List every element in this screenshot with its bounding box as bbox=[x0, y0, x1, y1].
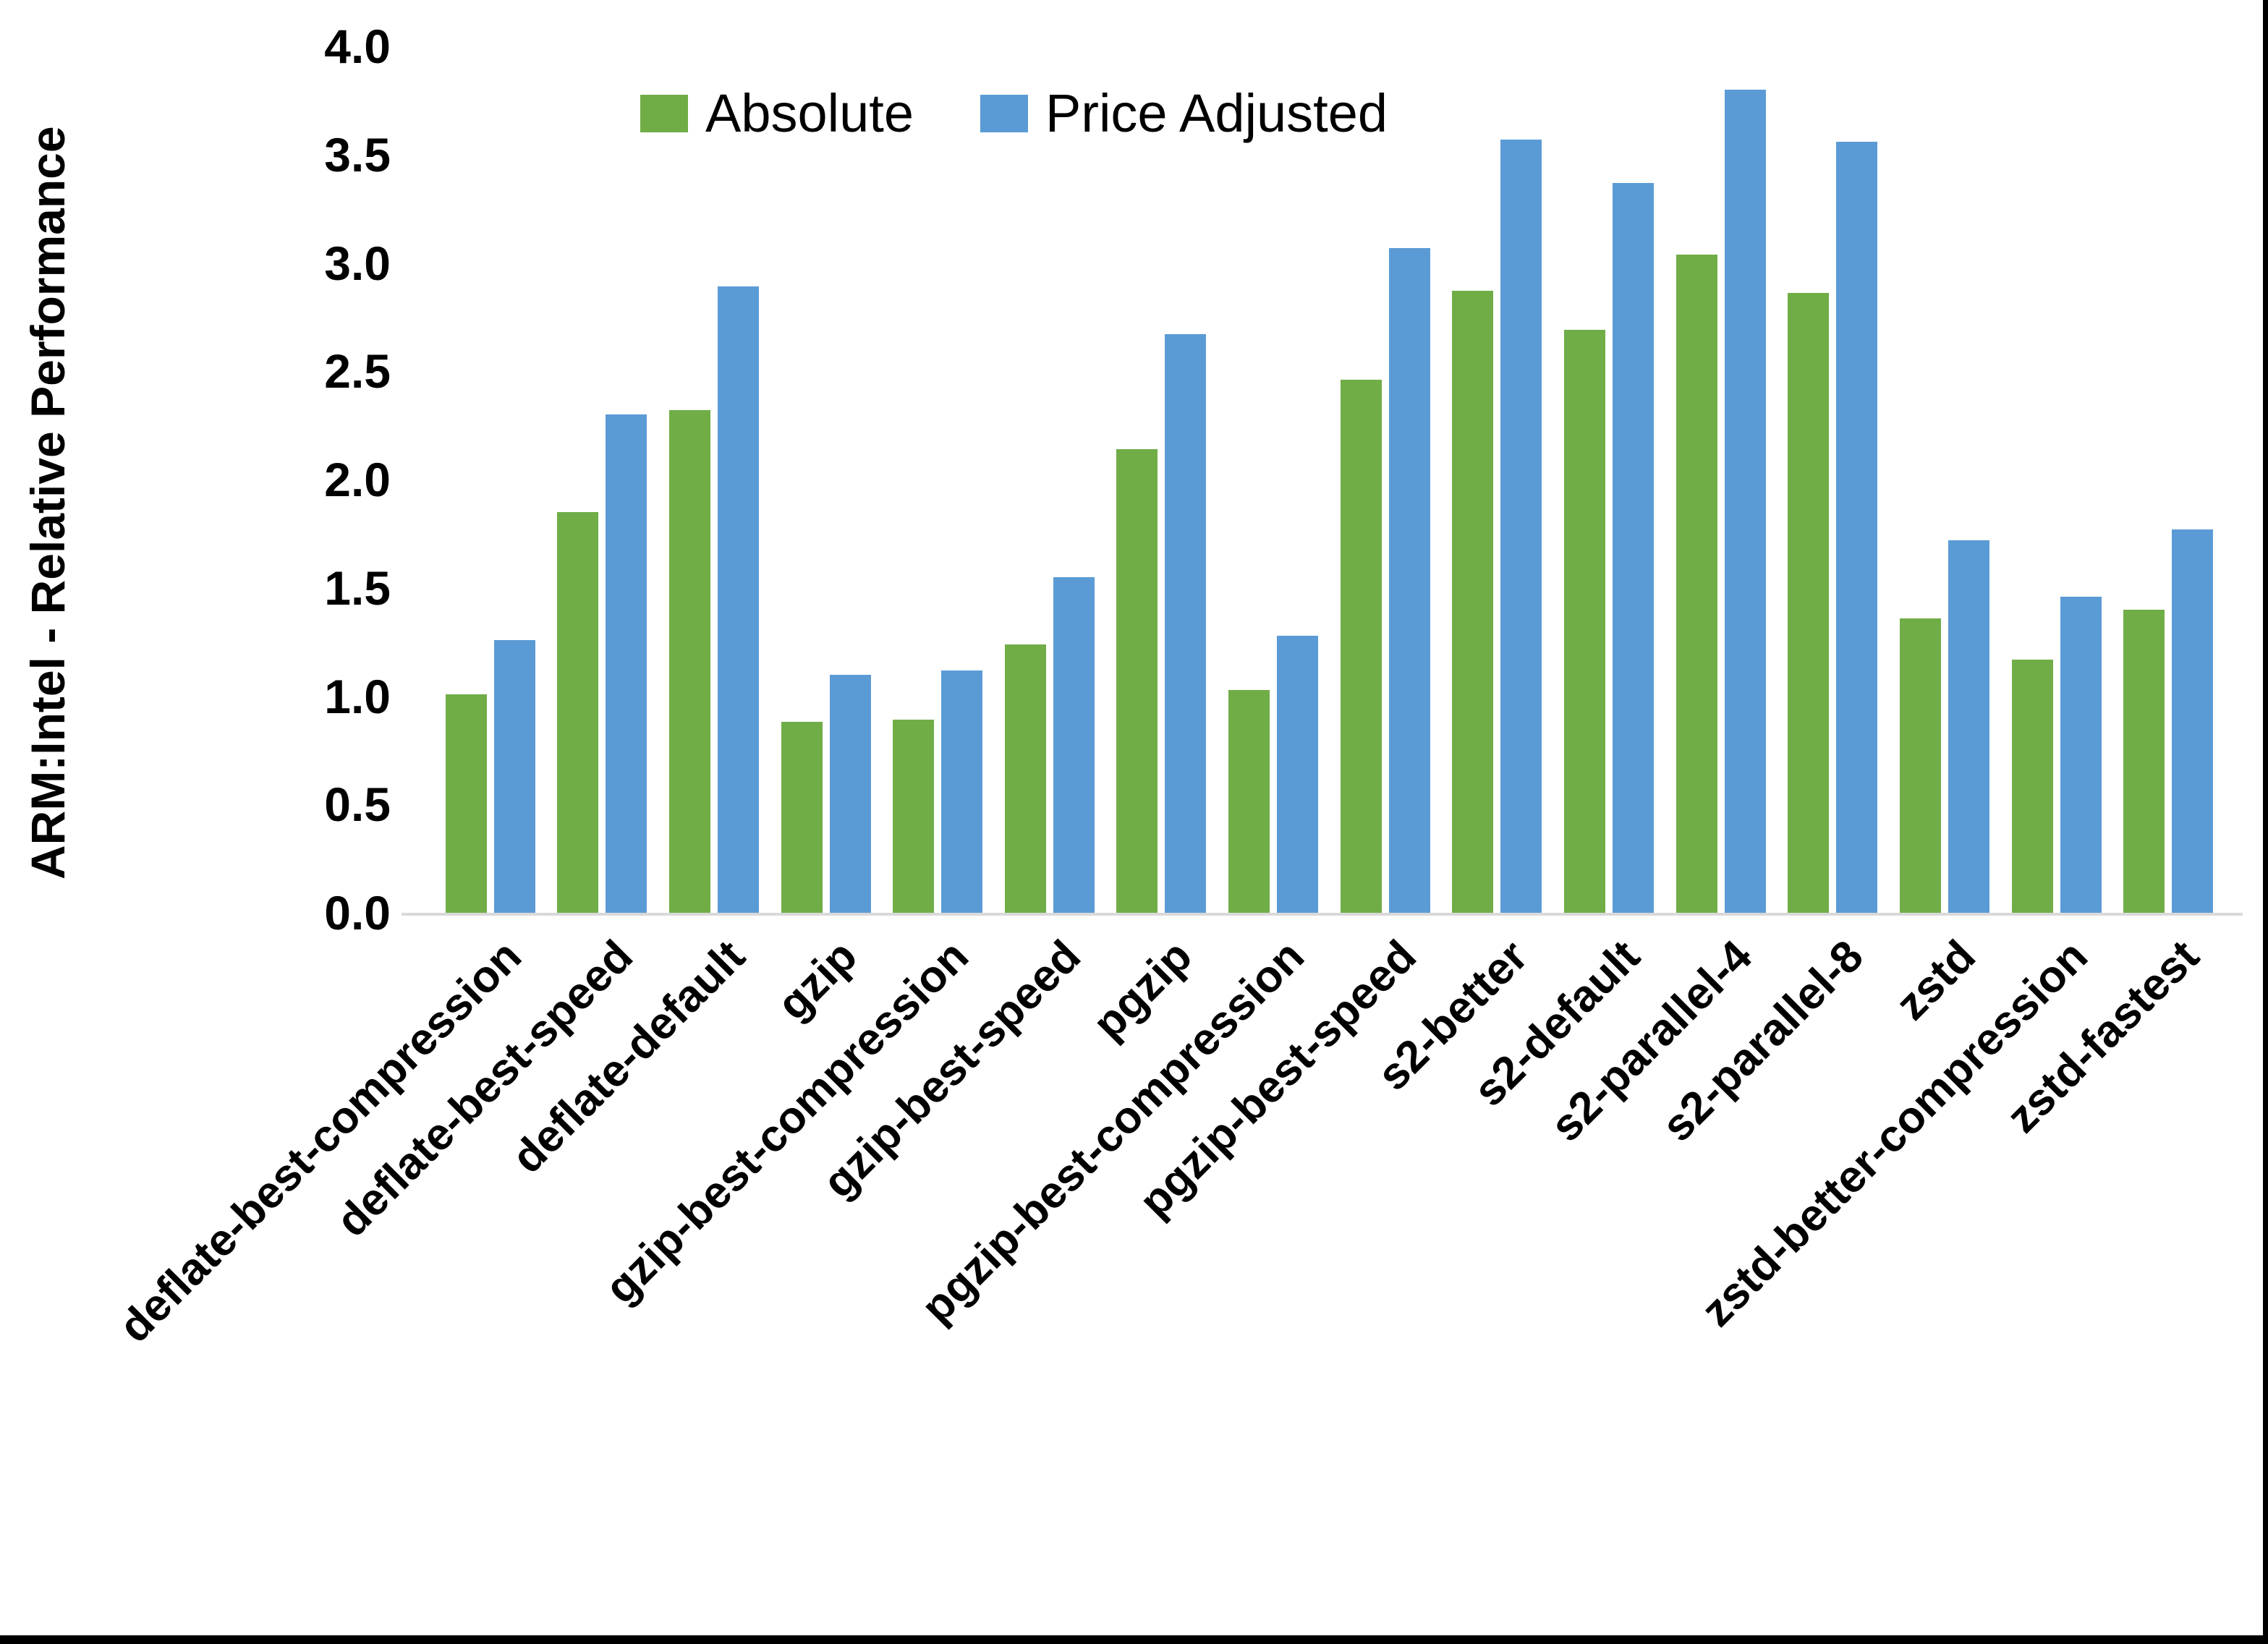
bar-price-adjusted bbox=[493, 639, 535, 913]
bar-price-adjusted bbox=[606, 414, 647, 913]
bars-layer bbox=[423, 46, 2235, 913]
bar-group bbox=[668, 46, 759, 913]
bar-price-adjusted bbox=[1165, 334, 1207, 913]
bar-price-adjusted bbox=[829, 674, 871, 913]
bar-absolute bbox=[1116, 449, 1158, 913]
bar-absolute bbox=[668, 410, 710, 913]
x-category-label: s2-parallel-8 bbox=[1652, 931, 1873, 1151]
bar-price-adjusted bbox=[1388, 247, 1430, 913]
bar-group bbox=[893, 46, 983, 913]
bar-absolute bbox=[1228, 689, 1270, 913]
y-tick-label: 0.0 bbox=[324, 886, 391, 940]
x-axis-line bbox=[402, 913, 2243, 916]
bar-group bbox=[1899, 46, 1989, 913]
bar-group bbox=[1564, 46, 1655, 913]
bar-group bbox=[1340, 46, 1430, 913]
bar-absolute bbox=[893, 720, 935, 913]
bar-absolute bbox=[781, 722, 823, 913]
bar-group bbox=[2123, 46, 2214, 913]
bar-group bbox=[445, 46, 535, 913]
legend-item-price-adjusted: Price Adjusted bbox=[980, 87, 1388, 140]
y-tick-label: 2.0 bbox=[324, 453, 391, 506]
y-tick-label: 2.5 bbox=[324, 344, 391, 399]
bar-group bbox=[1004, 46, 1095, 913]
bar-group bbox=[1675, 46, 1766, 913]
x-category-label: gzip bbox=[768, 931, 867, 1030]
bar-absolute bbox=[1340, 380, 1382, 913]
bar-price-adjusted bbox=[2172, 529, 2214, 913]
bar-absolute bbox=[1899, 618, 1941, 913]
bar-price-adjusted bbox=[1613, 182, 1655, 913]
bar-price-adjusted bbox=[2060, 596, 2102, 913]
y-axis-title: ARM:Intel - Relative Performance bbox=[21, 126, 75, 880]
bar-absolute bbox=[557, 511, 599, 913]
bar-absolute bbox=[1675, 254, 1717, 913]
legend: Absolute Price Adjusted bbox=[640, 87, 1388, 140]
legend-item-absolute: Absolute bbox=[640, 87, 914, 140]
legend-swatch-price-adjusted bbox=[980, 95, 1028, 132]
bar-group bbox=[781, 46, 871, 913]
bar-price-adjusted bbox=[1836, 141, 1878, 913]
bar-price-adjusted bbox=[1500, 139, 1542, 913]
legend-swatch-absolute bbox=[640, 95, 688, 132]
bar-absolute bbox=[2011, 659, 2053, 913]
y-tick-label: 1.0 bbox=[324, 669, 391, 723]
legend-label-price-adjusted: Price Adjusted bbox=[1045, 83, 1388, 143]
y-tick-label: 1.5 bbox=[324, 561, 391, 615]
bar-group bbox=[1228, 46, 1319, 913]
bar-price-adjusted bbox=[717, 286, 759, 913]
x-category-label: zstd bbox=[1886, 931, 1985, 1030]
y-tick-label: 4.0 bbox=[324, 20, 391, 73]
bar-price-adjusted bbox=[1277, 635, 1319, 913]
bar-group bbox=[2011, 46, 2102, 913]
legend-label-absolute: Absolute bbox=[705, 83, 914, 143]
bar-absolute bbox=[1452, 291, 1494, 913]
bar-group bbox=[557, 46, 647, 913]
bar-absolute bbox=[445, 694, 487, 913]
y-tick-label: 3.0 bbox=[324, 236, 391, 290]
bar-group bbox=[1788, 46, 1878, 913]
bar-group bbox=[1116, 46, 1207, 913]
bar-price-adjusted bbox=[941, 670, 983, 913]
bar-price-adjusted bbox=[1724, 89, 1766, 913]
bar-absolute bbox=[2123, 609, 2165, 913]
bar-absolute bbox=[1004, 644, 1046, 913]
bar-absolute bbox=[1564, 330, 1606, 913]
bar-price-adjusted bbox=[1948, 540, 1989, 913]
y-tick-label: 0.5 bbox=[324, 778, 391, 832]
plot-area: Absolute Price Adjusted 0.0 0.5 1.0 1.5 2.0 2… bbox=[110, 22, 2243, 1352]
bar-absolute bbox=[1788, 293, 1830, 913]
y-tick-label: 3.5 bbox=[324, 127, 391, 182]
bar-price-adjusted bbox=[1053, 576, 1095, 913]
bar-group bbox=[1452, 46, 1542, 913]
